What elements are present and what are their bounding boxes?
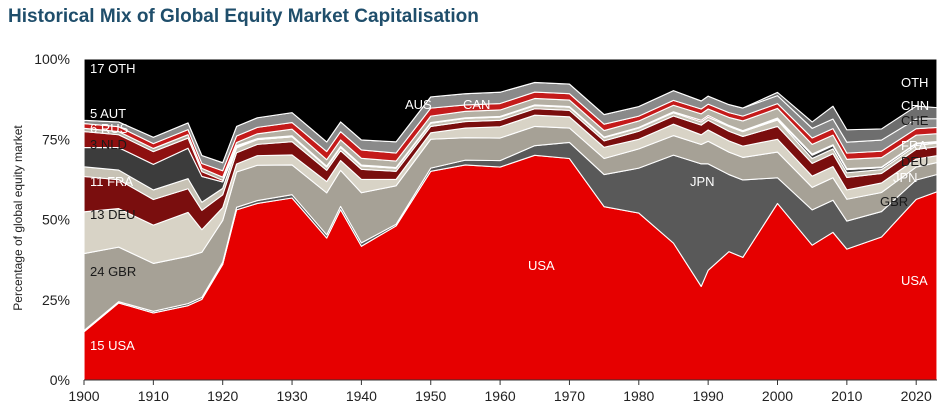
- start-label-oth: 17 OTH: [90, 61, 136, 76]
- y-tick-label: 75%: [42, 131, 70, 147]
- start-label-deu: 13 DEU: [90, 207, 136, 222]
- mid-label-jpn: JPN: [690, 174, 715, 189]
- x-tick-label: 2010: [831, 388, 862, 404]
- y-tick-label: 0%: [50, 372, 70, 388]
- x-tick-label: 2020: [901, 388, 932, 404]
- start-label-aut: 5 AUT: [90, 106, 126, 121]
- start-label-fra: 11 FRA: [90, 174, 133, 189]
- end-label-oth: OTH: [901, 75, 928, 90]
- end-label-che: CHE: [901, 113, 929, 128]
- x-tick-label: 1970: [554, 388, 585, 404]
- x-axis: 1900 1910 1920 1930 1940 1950 1960 1970 1980 1990…: [68, 379, 937, 404]
- y-tick-label: 50%: [42, 212, 70, 228]
- series-labels: 15 USA USA JPN 24 GBR GBR 13 DEU DEU 11 FRA FRA 3…: [90, 61, 929, 353]
- start-label-gbr: 24 GBR: [90, 264, 136, 279]
- x-tick-label: 1900: [68, 388, 99, 404]
- x-tick-label: 1910: [138, 388, 169, 404]
- y-axis-label: Percentage of global equity market: [11, 125, 25, 311]
- y-tick-label: 100%: [34, 51, 70, 67]
- x-tick-label: 2000: [762, 388, 793, 404]
- y-tick-label: 25%: [42, 292, 70, 308]
- end-label-fra: FRA: [901, 138, 927, 153]
- x-tick-label: 1960: [485, 388, 516, 404]
- start-label-rus: 6 RUS: [90, 121, 129, 136]
- x-tick-label: 1940: [346, 388, 377, 404]
- start-label-usa: 15 USA: [90, 338, 135, 353]
- x-tick-label: 1920: [207, 388, 238, 404]
- chart-title: Historical Mix of Global Equity Market C…: [8, 6, 479, 27]
- end-label-usa: USA: [901, 273, 928, 288]
- area-oth: [83, 58, 938, 164]
- inner-label-aus: AUS: [405, 97, 432, 112]
- x-tick-label: 1950: [415, 388, 446, 404]
- x-tick-label: 1980: [623, 388, 654, 404]
- end-label-chn: CHN: [901, 98, 929, 113]
- area-layer: [83, 58, 938, 381]
- end-label-deu: DEU: [901, 154, 928, 169]
- mid-label-usa: USA: [528, 258, 555, 273]
- start-label-nld: 3 NLD: [90, 137, 127, 152]
- x-tick-label: 1930: [276, 388, 307, 404]
- y-axis: 0% 25% 50% 75% 100%: [34, 51, 70, 388]
- end-label-jpn: JPN: [893, 170, 918, 185]
- end-label-gbr: GBR: [880, 194, 908, 209]
- inner-label-can: CAN: [463, 97, 490, 112]
- x-tick-label: 1990: [693, 388, 724, 404]
